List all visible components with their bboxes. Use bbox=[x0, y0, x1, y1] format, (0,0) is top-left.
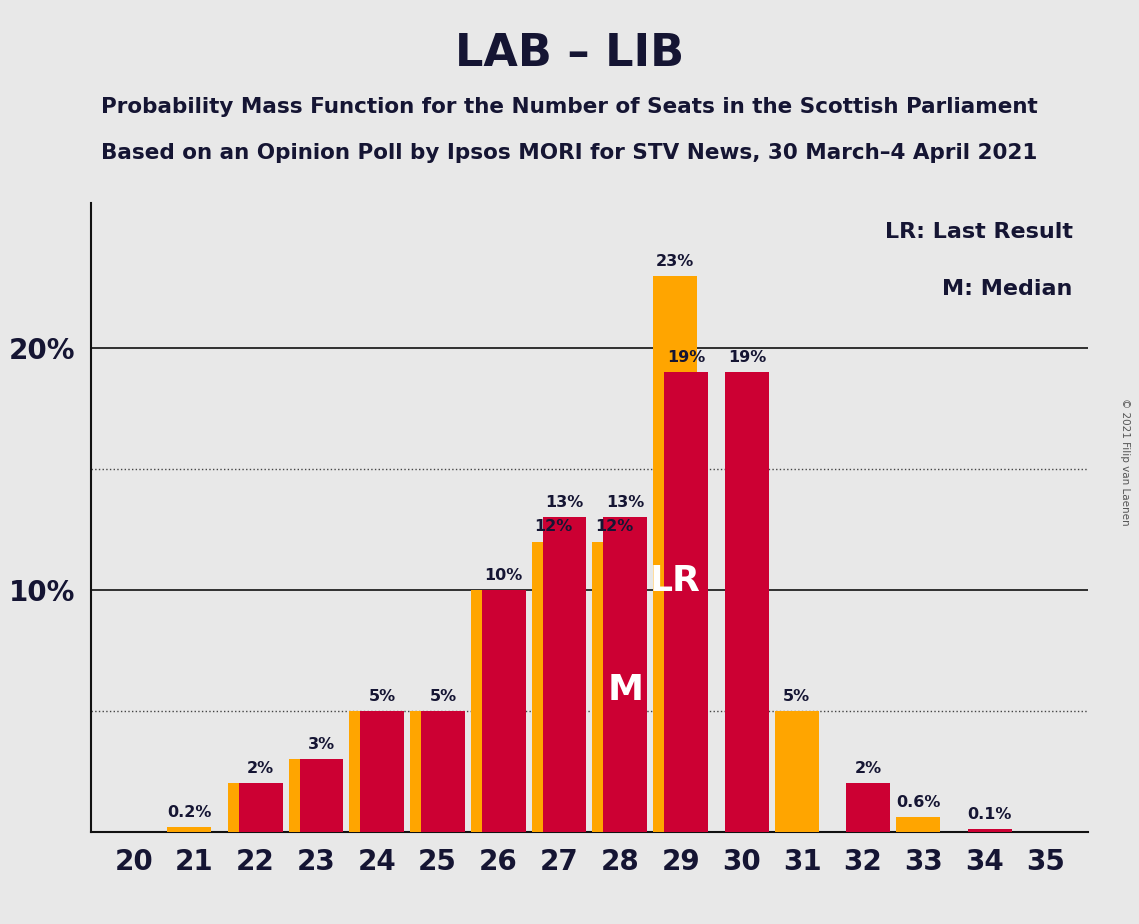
Text: 23%: 23% bbox=[656, 253, 695, 269]
Bar bbox=[288, 760, 333, 832]
Bar bbox=[360, 711, 404, 832]
Bar bbox=[228, 784, 271, 832]
Text: LAB – LIB: LAB – LIB bbox=[454, 32, 685, 76]
Text: 0.2%: 0.2% bbox=[166, 805, 211, 820]
Bar bbox=[532, 541, 575, 832]
Text: 10%: 10% bbox=[484, 567, 523, 583]
Bar bbox=[542, 517, 587, 832]
Text: M: Median: M: Median bbox=[942, 279, 1073, 298]
Bar bbox=[239, 784, 282, 832]
Text: 5%: 5% bbox=[429, 688, 457, 703]
Text: 0.1%: 0.1% bbox=[968, 807, 1013, 822]
Text: 2%: 2% bbox=[854, 761, 882, 776]
Text: 12%: 12% bbox=[596, 519, 633, 534]
Text: Probability Mass Function for the Number of Seats in the Scottish Parliament: Probability Mass Function for the Number… bbox=[101, 97, 1038, 117]
Bar bbox=[167, 827, 211, 832]
Text: 13%: 13% bbox=[606, 495, 645, 510]
Bar bbox=[410, 711, 454, 832]
Text: 19%: 19% bbox=[667, 350, 705, 365]
Text: 13%: 13% bbox=[546, 495, 583, 510]
Bar bbox=[482, 590, 525, 832]
Bar bbox=[300, 760, 343, 832]
Bar bbox=[724, 372, 769, 832]
Bar bbox=[968, 829, 1011, 832]
Text: Based on an Opinion Poll by Ipsos MORI for STV News, 30 March–4 April 2021: Based on an Opinion Poll by Ipsos MORI f… bbox=[101, 143, 1038, 164]
Text: LR: LR bbox=[649, 565, 700, 599]
Bar bbox=[421, 711, 465, 832]
Bar bbox=[350, 711, 393, 832]
Text: 5%: 5% bbox=[369, 688, 395, 703]
Bar bbox=[775, 711, 819, 832]
Bar bbox=[654, 275, 697, 832]
Bar bbox=[470, 590, 515, 832]
Bar bbox=[846, 784, 891, 832]
Bar bbox=[896, 817, 940, 832]
Text: © 2021 Filip van Laenen: © 2021 Filip van Laenen bbox=[1120, 398, 1130, 526]
Text: 0.6%: 0.6% bbox=[896, 795, 941, 809]
Bar bbox=[664, 372, 708, 832]
Text: 5%: 5% bbox=[784, 688, 810, 703]
Bar bbox=[604, 517, 647, 832]
Text: 2%: 2% bbox=[247, 761, 274, 776]
Bar bbox=[592, 541, 637, 832]
Text: 3%: 3% bbox=[308, 736, 335, 752]
Text: M: M bbox=[607, 674, 644, 707]
Text: LR: Last Result: LR: Last Result bbox=[885, 222, 1073, 242]
Text: 19%: 19% bbox=[728, 350, 765, 365]
Text: 12%: 12% bbox=[534, 519, 573, 534]
